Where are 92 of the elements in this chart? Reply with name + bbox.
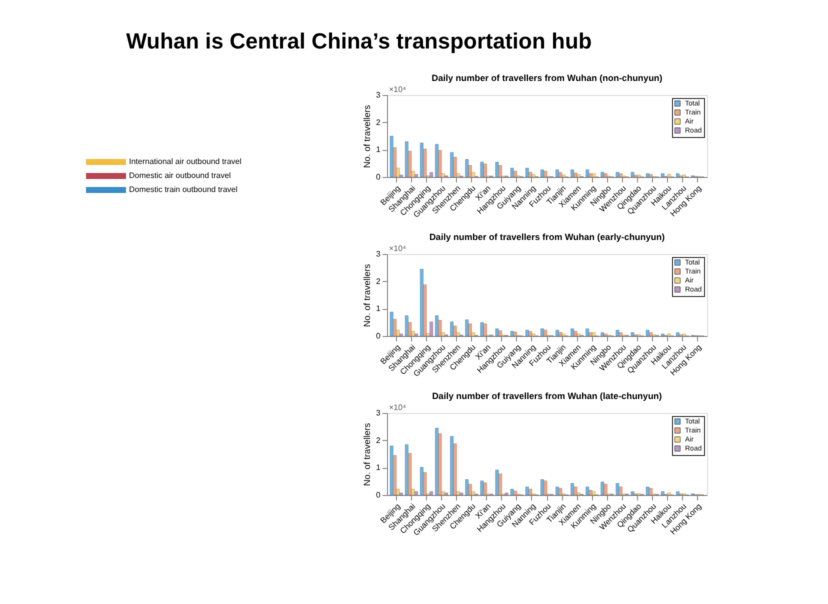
bar <box>556 486 559 496</box>
bar <box>558 488 562 496</box>
bar <box>483 324 487 336</box>
bar <box>514 170 517 178</box>
legend-label: International air outbound travel <box>129 157 242 166</box>
bar <box>514 490 517 496</box>
bar <box>649 174 652 178</box>
bar <box>498 165 502 178</box>
y-tick-label: 2 <box>376 436 382 445</box>
chart-title: Daily number of travellers from Wuhan (early-chunyun) <box>429 232 665 242</box>
legend-label: Domestic train outbound travel <box>129 185 238 194</box>
bar <box>604 334 608 336</box>
y-tick-label: 3 <box>376 408 382 418</box>
bar <box>420 467 424 496</box>
bar <box>577 174 580 178</box>
bar <box>619 173 622 178</box>
y-tick-label: 3 <box>376 250 382 258</box>
y-tick-label: 1 <box>376 145 382 154</box>
bar <box>498 330 502 336</box>
bar <box>556 170 559 178</box>
bar <box>574 172 578 178</box>
bar <box>556 330 559 336</box>
chart-title: Daily number of travellers from Wuhan (late-chunyun) <box>432 391 662 401</box>
bar <box>667 492 671 496</box>
text: ×10⁴ <box>389 85 407 94</box>
bar <box>562 334 566 336</box>
bar <box>544 480 548 496</box>
bar <box>414 174 418 178</box>
bar <box>682 174 686 178</box>
bar <box>562 174 566 178</box>
y-tick-label: 1 <box>376 304 382 314</box>
bar <box>667 174 671 178</box>
bar <box>592 332 596 336</box>
bar <box>514 332 517 336</box>
bar <box>528 331 532 336</box>
bar <box>532 174 536 178</box>
bar <box>574 486 578 496</box>
bar <box>577 334 580 336</box>
bar <box>588 332 592 336</box>
bar <box>649 488 652 496</box>
bar <box>637 174 641 178</box>
y-tick-label: 1 <box>376 463 382 472</box>
bar <box>390 136 394 178</box>
bar <box>468 324 472 336</box>
bar <box>483 482 487 496</box>
bar <box>676 332 680 336</box>
bar <box>414 334 418 336</box>
bar <box>532 334 536 336</box>
bar <box>682 334 686 336</box>
bar <box>483 164 487 178</box>
y-axis-title: No. of travellers <box>362 263 372 328</box>
bar <box>414 491 418 496</box>
y-axis-title: No. of travellers <box>362 422 372 486</box>
bar <box>528 488 532 496</box>
y-tick-label: 3 <box>376 90 382 100</box>
bar <box>390 312 394 336</box>
bar <box>574 331 578 336</box>
y-tick-label: 2 <box>376 118 382 127</box>
bar <box>619 486 622 496</box>
y-axis-title: No. of travellers <box>362 104 372 168</box>
y-tick-label: 0 <box>376 490 382 500</box>
y-tick-label: 2 <box>376 276 382 286</box>
text: ×10⁴ <box>389 403 407 412</box>
bar <box>558 172 562 178</box>
bar <box>676 173 680 178</box>
bar <box>544 330 548 336</box>
bar <box>676 491 680 496</box>
bar <box>453 326 457 336</box>
text: ×10⁴ <box>389 244 407 253</box>
bar <box>649 332 652 336</box>
legend-label: Domestic air outbound travel <box>129 171 232 180</box>
text: Wuhan is Central China’s transportation hub <box>126 28 592 54</box>
bar <box>544 170 548 178</box>
bar <box>604 484 608 496</box>
bar <box>588 490 592 496</box>
bar <box>540 328 544 336</box>
y-tick-label: 0 <box>376 332 382 340</box>
bar <box>588 173 592 178</box>
bar <box>540 170 544 178</box>
bar <box>498 474 502 496</box>
bar <box>390 446 394 496</box>
bar <box>592 491 596 496</box>
chart-title: Daily number of travellers from Wuhan (non-chunyun) <box>432 73 662 83</box>
bar <box>592 173 596 178</box>
bar <box>604 173 608 178</box>
bar <box>667 334 671 336</box>
bar <box>558 332 562 336</box>
bar <box>540 479 544 496</box>
bar <box>420 142 424 178</box>
y-tick-label: 0 <box>376 172 382 182</box>
bar <box>619 332 622 336</box>
bar <box>420 268 424 336</box>
